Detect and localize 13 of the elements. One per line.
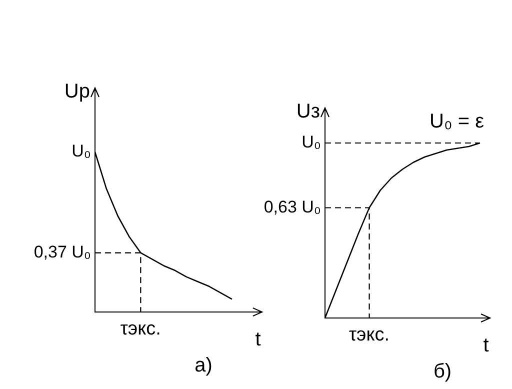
y-axis-title: Uр xyxy=(64,80,90,103)
text: б) xyxy=(433,360,452,383)
text: U₀ = ε xyxy=(430,110,484,133)
text: а) xyxy=(194,354,212,377)
text: τэкс. xyxy=(349,324,390,346)
x-axis-title: t xyxy=(483,334,490,357)
x-axis-title: t xyxy=(255,328,262,351)
ref-line-label: 0,63 U₀ xyxy=(264,197,321,216)
ref-line-label: U₀ xyxy=(302,132,321,152)
text: τэкс. xyxy=(120,318,161,340)
text: U₀ xyxy=(72,142,91,161)
y-axis-title: Uз xyxy=(296,100,320,123)
ref-line-label: 0,37 U₀ xyxy=(34,242,91,262)
